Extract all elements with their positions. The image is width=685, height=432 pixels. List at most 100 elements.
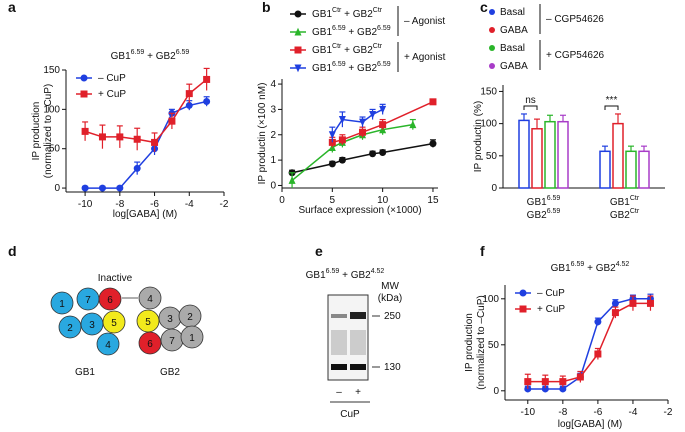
- y-axis-label: (normalized to –CuP): [43, 84, 54, 178]
- category-label: GB2Ctr: [610, 208, 640, 221]
- subunit-label: GB1: [75, 367, 95, 378]
- point: [369, 150, 377, 158]
- domain-label: 4: [147, 294, 153, 305]
- point: [611, 299, 619, 307]
- y-tick-label: 100: [480, 118, 497, 129]
- domain-label: 3: [167, 314, 173, 325]
- point: [294, 27, 302, 36]
- treatment-label: CuP: [340, 409, 360, 420]
- x-tick-label: -6: [593, 407, 602, 418]
- x-tick-label: -10: [521, 407, 536, 418]
- legend-label: GB16.59 + GB26.59: [312, 61, 391, 74]
- lane-label: +: [355, 387, 361, 398]
- domain: [180, 325, 204, 349]
- legend-group-label: – Agonist: [404, 16, 445, 27]
- mw-label: (kDa): [378, 293, 402, 304]
- point: [80, 90, 88, 98]
- y-tick-label: 100: [43, 104, 60, 115]
- point: [524, 378, 532, 386]
- point: [81, 184, 89, 192]
- x-tick-label: -4: [628, 407, 637, 418]
- point: [409, 120, 417, 129]
- point: [519, 289, 527, 297]
- y-tick-label: 3: [270, 104, 276, 115]
- point: [98, 133, 106, 141]
- domain-label: 2: [67, 323, 73, 334]
- y-tick-label: 50: [488, 339, 500, 350]
- y-tick-label: 4: [270, 79, 276, 90]
- state-label: Inactive: [98, 273, 133, 284]
- panel-label: a: [8, 0, 16, 15]
- mw-marker: 250: [384, 311, 401, 322]
- point: [359, 118, 367, 127]
- legend-label: GB1Ctr + GB2Ctr: [312, 7, 383, 20]
- series-line: [527, 302, 651, 383]
- point: [151, 138, 159, 146]
- point: [203, 97, 211, 105]
- y-tick-label: 150: [43, 65, 60, 76]
- y-tick-label: 100: [482, 293, 499, 304]
- point: [116, 184, 124, 192]
- point: [185, 101, 193, 109]
- legend-label: + CuP: [537, 304, 565, 315]
- x-tick-label: -4: [185, 199, 194, 210]
- domain-label: 6: [107, 295, 113, 306]
- bar: [531, 128, 543, 189]
- lane-label: –: [336, 387, 342, 398]
- y-tick-label: 50: [49, 143, 61, 154]
- point: [294, 10, 302, 18]
- x-tick-label: -2: [220, 199, 229, 210]
- x-tick-label: 15: [427, 195, 439, 206]
- point: [203, 75, 211, 83]
- series-line: [291, 123, 413, 181]
- legend-dot: [489, 63, 495, 69]
- point: [559, 378, 567, 386]
- y-tick-label: 50: [486, 150, 498, 161]
- point: [288, 176, 296, 184]
- legend-dot: [489, 9, 495, 15]
- point: [359, 128, 367, 136]
- point: [328, 131, 336, 139]
- x-tick-label: -8: [115, 199, 124, 210]
- point: [185, 90, 193, 98]
- y-tick-label: 0: [493, 385, 499, 396]
- point: [429, 98, 437, 106]
- point: [594, 318, 602, 326]
- subunit-label: GB2: [160, 367, 180, 378]
- panel-label: f: [480, 243, 485, 259]
- point: [338, 136, 346, 144]
- domain: [58, 315, 82, 339]
- point: [133, 164, 141, 172]
- y-tick-label: 2: [270, 129, 276, 140]
- point: [328, 160, 336, 168]
- panel-label: c: [480, 0, 488, 15]
- x-axis-label: log[GABA] (M): [113, 209, 177, 220]
- legend-label: – CuP: [98, 73, 126, 84]
- domain-label: 6: [147, 339, 153, 350]
- y-axis-label: IP productin (%): [473, 101, 484, 173]
- x-tick-label: -10: [78, 199, 93, 210]
- x-tick-label: -6: [150, 199, 159, 210]
- y-tick-label: 0: [270, 180, 276, 191]
- mw-label: MW: [381, 281, 399, 292]
- y-tick-label: 0: [54, 183, 60, 194]
- panel-label: b: [262, 0, 271, 15]
- significance-bracket: [604, 105, 619, 110]
- point: [611, 309, 619, 317]
- point: [559, 385, 567, 393]
- panel-label: d: [8, 243, 17, 259]
- legend-label: Basal: [500, 7, 525, 18]
- bar: [625, 150, 637, 189]
- domain: [50, 291, 74, 315]
- legend-dot: [489, 45, 495, 51]
- legend-group-label: + Agonist: [404, 52, 446, 63]
- chart-title: GB16.59 + GB26.59: [111, 49, 190, 62]
- legend-label: – CuP: [537, 288, 565, 299]
- domain-label: 1: [59, 299, 65, 310]
- point: [338, 156, 346, 164]
- category-label: GB16.59: [527, 195, 561, 208]
- category-label: GB26.59: [527, 208, 561, 221]
- domain: [138, 331, 162, 355]
- mw-marker: 130: [384, 362, 401, 373]
- legend-group-label: + CGP54626: [546, 50, 605, 61]
